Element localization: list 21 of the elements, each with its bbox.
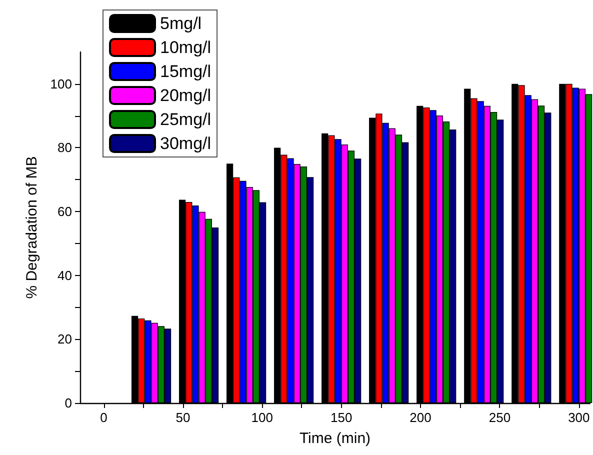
legend-label: 25mg/l [160,110,212,129]
x-tick-label: 250 [488,410,511,425]
x-tick-label: 200 [410,410,432,425]
legend-label: 30mg/l [160,134,212,153]
legend-label: 5mg/l [160,14,202,33]
x-axis-title: Time (min) [299,430,371,447]
x-tick-label: 0 [100,410,108,425]
y-tick-label: 80 [58,140,72,156]
legend-label: 20mg/l [160,86,212,105]
y-tick-label: 0 [64,396,72,410]
x-tick-label: 150 [330,410,352,425]
x-tick-label: 100 [251,410,273,425]
x-tick-label: 50 [176,410,190,425]
legend-label: 15mg/l [160,62,212,81]
x-tick-label: 300 [568,410,590,425]
legend-label: 10mg/l [160,38,212,57]
y-tick-label: 40 [58,268,72,283]
y-tick-label: 60 [58,204,72,220]
y-tick-label: 20 [58,332,72,347]
y-axis-title: % Degradation of MB [23,156,40,299]
y-tick-label: 100 [50,76,72,92]
